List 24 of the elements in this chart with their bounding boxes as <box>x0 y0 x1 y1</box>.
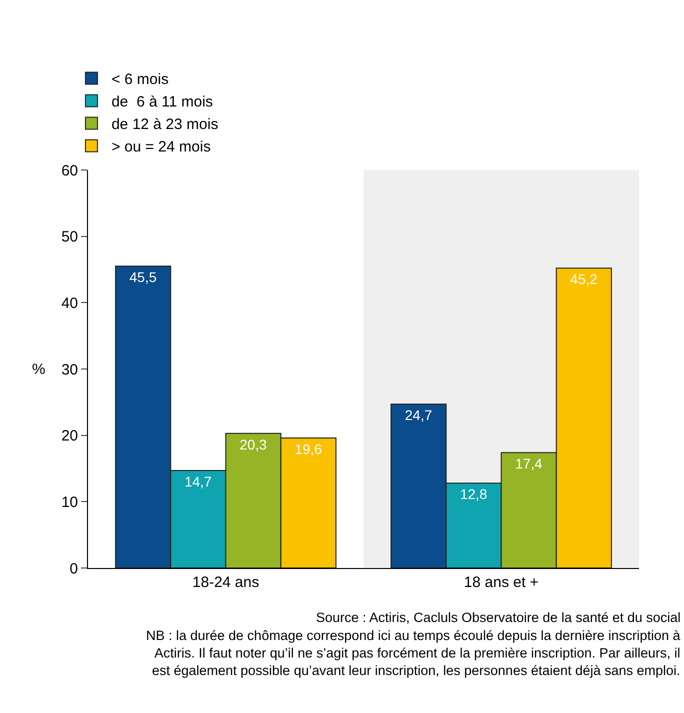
legend-label: de 12 à 23 mois <box>111 116 218 134</box>
data-label: 19,6 <box>294 440 322 457</box>
data-label: 17,4 <box>515 456 543 472</box>
y-axis-title: % <box>32 361 46 378</box>
data-label: 45,5 <box>129 269 157 286</box>
legend-label: de 6 à 11 mois <box>111 94 213 111</box>
x-tick-label: 18 ans et + <box>464 574 539 591</box>
x-tick-label: 18-24 ans <box>192 574 260 591</box>
data-label: 14,7 <box>184 473 212 490</box>
y-tick-label: 60 <box>61 162 78 180</box>
y-tick-label: 50 <box>61 228 78 246</box>
y-tick-label: 20 <box>61 428 78 445</box>
legend-label: < 6 mois <box>111 71 169 88</box>
y-tick-label: 0 <box>70 560 78 578</box>
text: NB : la durée de chômage correspond ici au temps écoulé depuis la dernière inscription à Actiris. Il faut noter qu’il ne s’agit pas forcément de la première inscription. Par ailleurs, il est également possible qu’avant leur inscription, les personnes étaient déjà sans emploi. <box>146 628 681 678</box>
y-tick-label: 10 <box>61 494 78 511</box>
data-label: 12,8 <box>460 486 488 502</box>
y-tick-label: 40 <box>61 294 78 312</box>
data-label: 20,3 <box>240 436 268 452</box>
data-label: 45,2 <box>570 271 598 288</box>
source-note: Source : Actiris, Cacluls Observatoire de la santé et du social <box>316 610 681 625</box>
legend-label: > ou = 24 mois <box>111 138 211 156</box>
y-tick-label: 30 <box>61 361 78 378</box>
data-label: 24,7 <box>404 407 432 424</box>
